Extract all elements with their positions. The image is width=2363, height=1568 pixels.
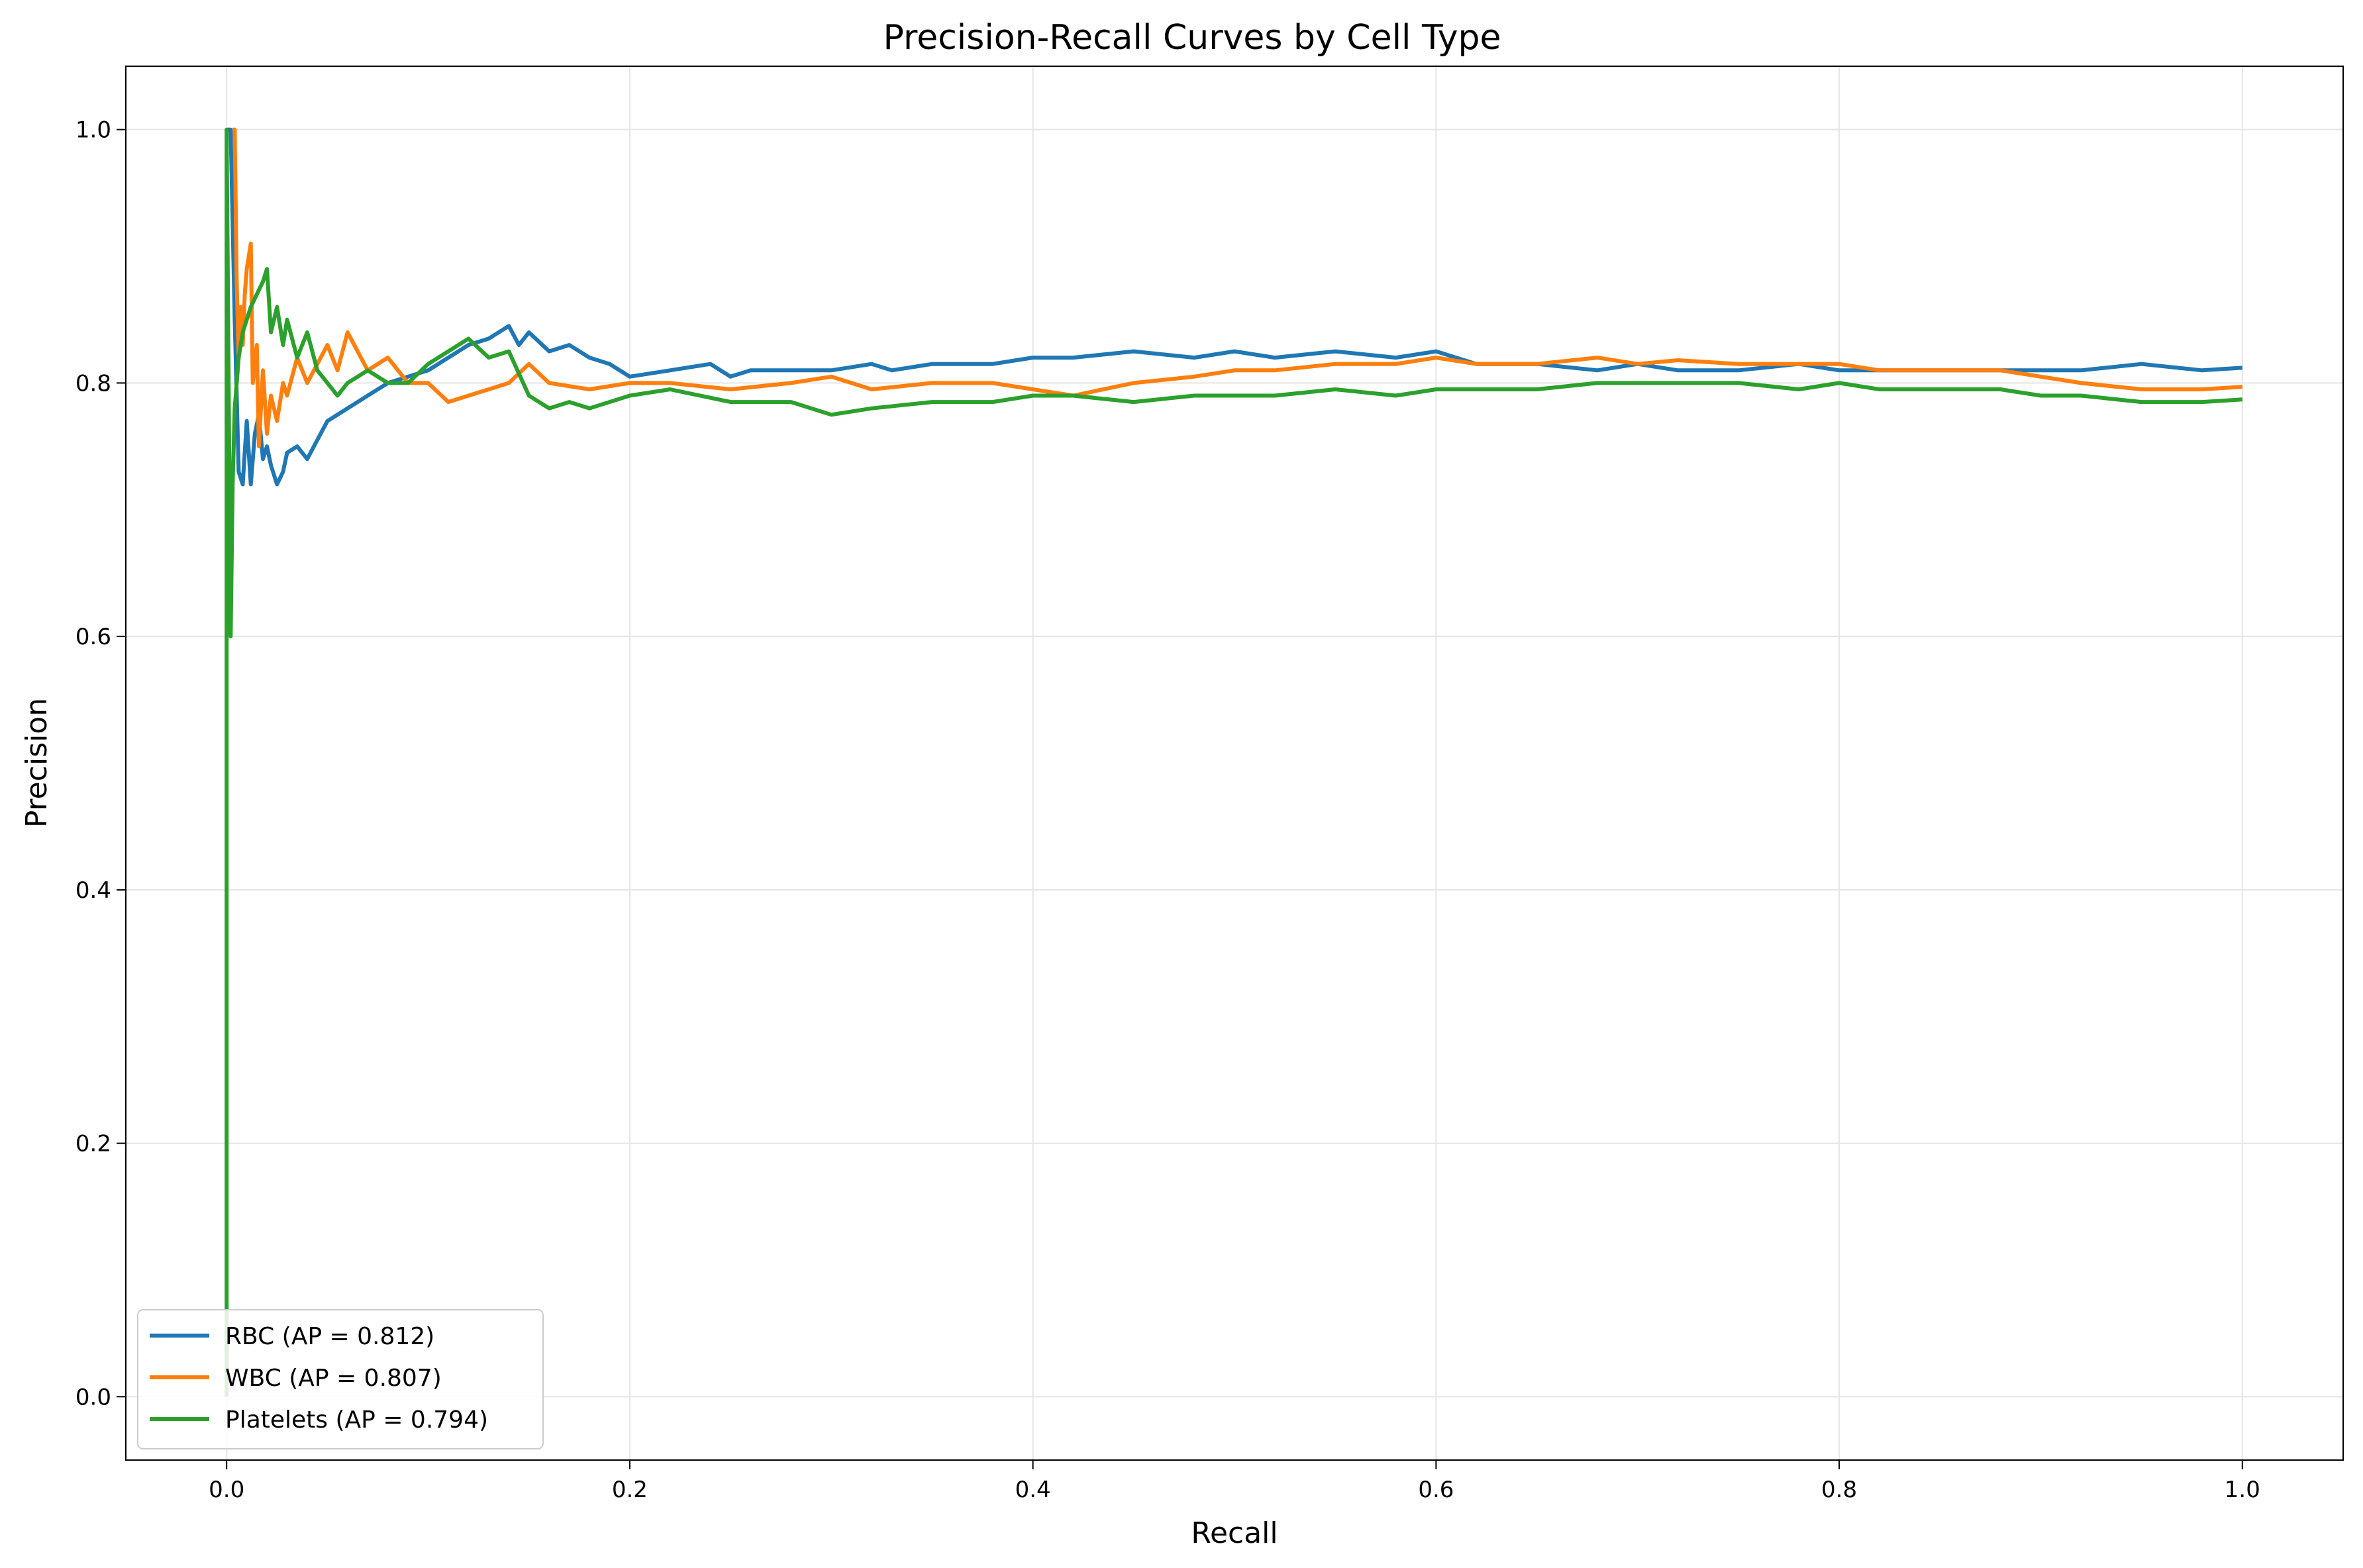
x-tick-label: 0.8 (1821, 1477, 1857, 1503)
y-tick-label: 1.0 (75, 117, 111, 144)
grid-lines (126, 66, 2343, 1460)
y-tick-label: 0.6 (75, 624, 111, 650)
legend-label-wbc: WBC (AP = 0.807) (225, 1365, 442, 1392)
y-tick-label: 0.4 (75, 877, 111, 904)
x-axis-label: Recall (1191, 1516, 1278, 1550)
legend: RBC (AP = 0.812) WBC (AP = 0.807) Platel… (137, 1309, 544, 1449)
y-tick-label: 0.8 (75, 370, 111, 397)
series-line-wbc (232, 127, 2242, 449)
x-tick-label: 0.2 (612, 1477, 648, 1503)
x-tick-label: 0.6 (1418, 1477, 1454, 1503)
x-tick-label: 0.0 (209, 1477, 244, 1503)
y-axis-label: Precision (20, 698, 54, 828)
legend-label-platelets: Platelets (AP = 0.794) (225, 1406, 488, 1434)
axis-ticks: 0.0 0.2 0.4 0.6 0.8 1.0 0.0 0.2 0.4 0.6 0.8 1.0 (75, 117, 2260, 1503)
series-lines (225, 127, 2242, 1397)
chart-title: Precision-Recall Curves by Cell Type (883, 18, 1501, 58)
y-tick-label: 0.2 (75, 1131, 111, 1157)
plot-frame (125, 66, 2344, 1461)
series-line-rbc (226, 127, 2242, 487)
legend-box (137, 1309, 544, 1449)
legend-label-rbc: RBC (AP = 0.812) (225, 1323, 434, 1350)
y-tick-label: 0.0 (75, 1384, 111, 1410)
x-tick-label: 0.4 (1015, 1477, 1051, 1503)
series-line-platelets (225, 127, 2242, 1397)
x-tick-label: 1.0 (2225, 1477, 2260, 1503)
